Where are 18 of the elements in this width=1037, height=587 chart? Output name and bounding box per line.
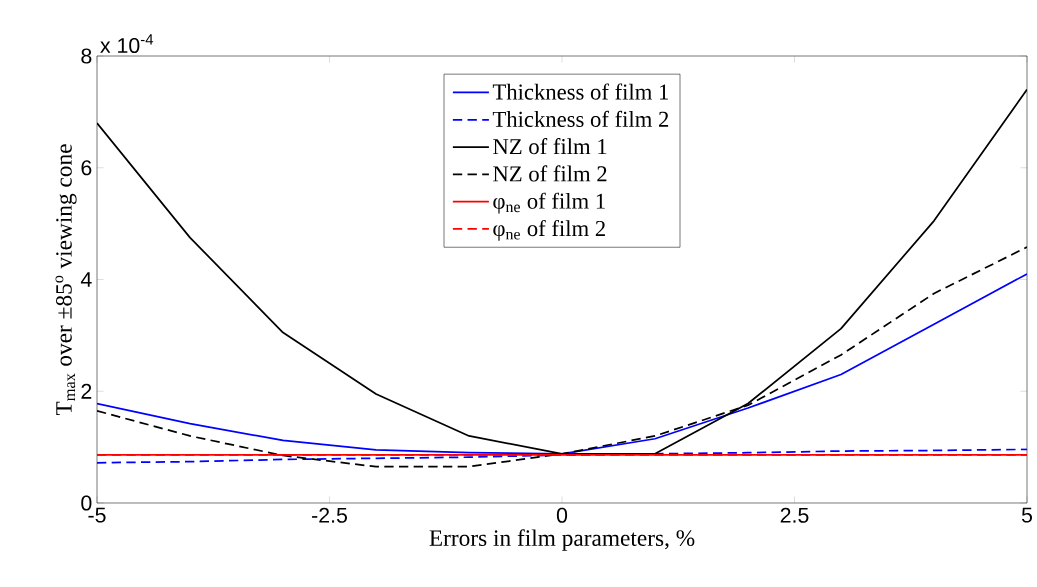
legend-label: φ$_{ne}$ of film 1 — [493, 192, 605, 214]
legend-label: Thickness of film 1 — [492, 83, 668, 100]
y-tick-label: 8 — [81, 48, 92, 64]
x-tick-label: 5 — [1021, 507, 1033, 523]
y-tick-label: 2 — [81, 383, 92, 399]
legend-label: φ$_{ne}$ of film 2 — [493, 219, 605, 241]
text: x 10$^{-4}$ — [100, 34, 154, 54]
legend-label: NZ of film 1 — [493, 138, 607, 155]
legend-label: Thickness of film 2 — [492, 110, 669, 127]
y-tick-label: 4 — [80, 272, 92, 287]
x-axis-title: Errors in film parameters, % — [429, 529, 695, 551]
x-tick-label: -2.5 — [312, 507, 347, 523]
line-series — [97, 273, 1027, 455]
y-axis-title: T$_{max}$ over ±85$^{o}$ viewing cone — [55, 144, 77, 416]
x-tick-label: 0 — [556, 507, 568, 523]
x-tick-label: 2.5 — [780, 507, 809, 523]
y-tick-label: 6 — [81, 160, 92, 176]
legend-label: NZ of film 2 — [493, 165, 607, 182]
